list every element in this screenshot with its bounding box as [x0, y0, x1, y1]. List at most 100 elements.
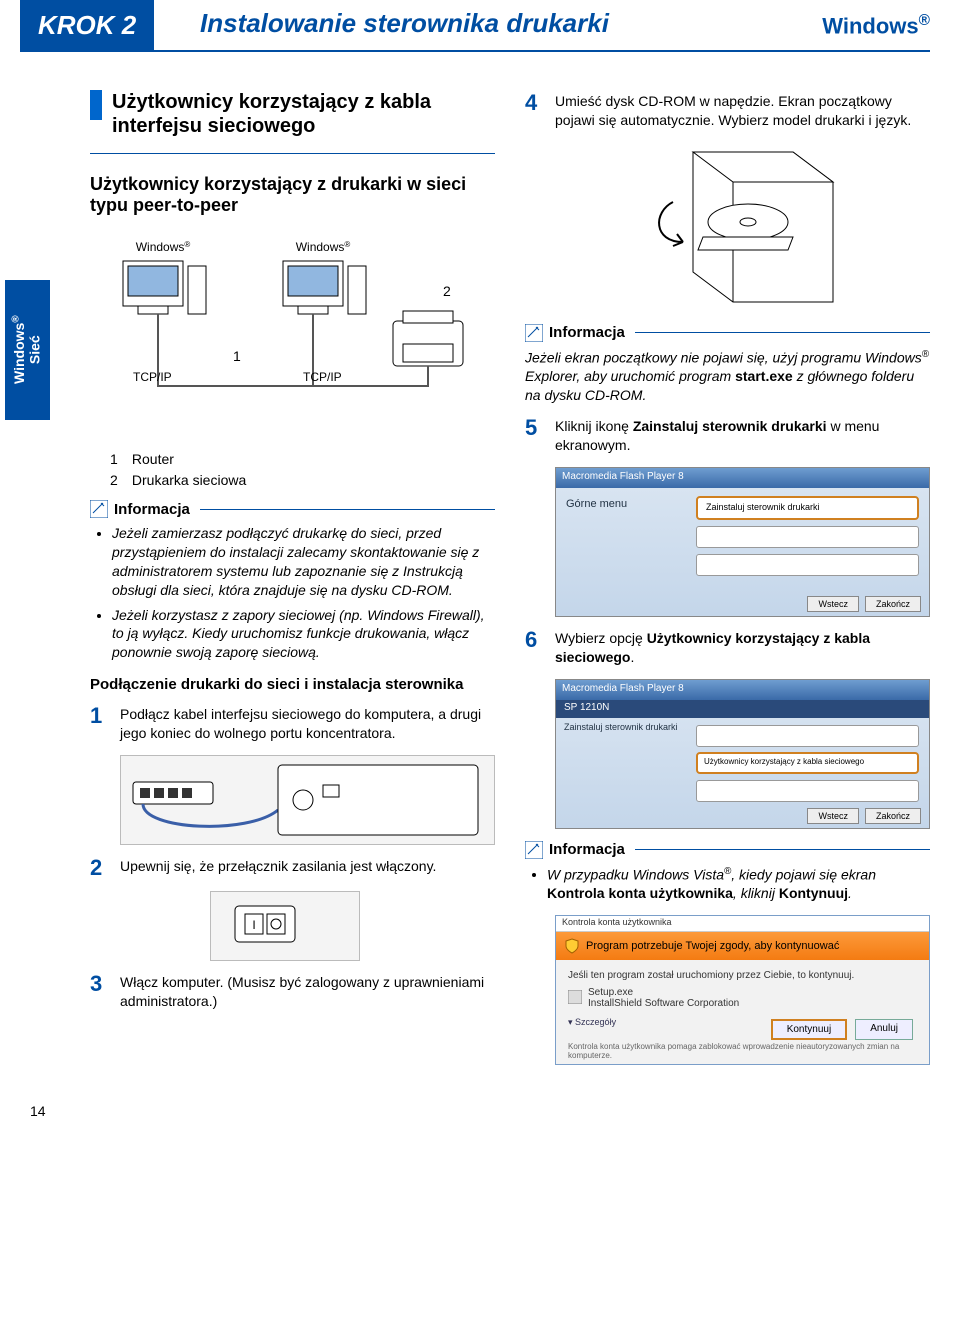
uac-line2: Jeśli ten program został uruchomiony prz…: [568, 970, 917, 981]
legend-item-1: 1 Router: [110, 451, 495, 467]
step-2: 2 Upewnij się, że przełącznik zasilania …: [90, 857, 495, 879]
uac-dialog: Kontrola konta użytkownika Program potrz…: [555, 915, 930, 1065]
legend-item-2: 2 Drukarka sieciowa: [110, 472, 495, 488]
step-2-num: 2: [90, 857, 120, 879]
ss1-menu-heading: Górne menu: [566, 498, 627, 510]
uac-msg: Program potrzebuje Twojej zgody, aby kon…: [586, 940, 839, 952]
step-6: 6 Wybierz opcję Użytkownicy korzystający…: [525, 629, 930, 667]
section-bullet-icon: [90, 90, 102, 120]
uac-cancel-button[interactable]: Anuluj: [855, 1019, 913, 1040]
os-text: Windows: [822, 13, 918, 38]
info2-b: Explorer, aby uruchomić program: [525, 368, 735, 384]
step-5: 5 Kliknij ikonę Zainstaluj sterownik dru…: [525, 417, 930, 455]
step-4-num: 4: [525, 92, 555, 130]
step-badge: KROK 2: [20, 0, 154, 51]
info3-bullet: W przypadku Windows Vista®, kiedy pojawi…: [547, 865, 926, 903]
section-header-row: Użytkownicy korzystający z kabla interfe…: [90, 90, 495, 138]
page-number: 14: [30, 1103, 930, 1119]
step-1-num: 1: [90, 705, 120, 743]
info3-rule: [635, 849, 930, 850]
note-icon: [90, 500, 108, 518]
step-4-text: Umieść dysk CD-ROM w napędzie. Ekran poc…: [555, 92, 930, 130]
divider: [90, 153, 495, 154]
info2-title: Informacja: [549, 324, 625, 341]
info1-bullet2: Jeżeli korzystasz z zapory sieciowej (np…: [112, 606, 491, 663]
side-tab-line1: Windows: [11, 323, 27, 384]
info3-d: .: [848, 885, 852, 901]
uac-app2: InstallShield Software Corporation: [588, 998, 739, 1009]
svg-text:TCP/IP: TCP/IP: [303, 370, 342, 384]
page-header: KROK 2 Instalowanie sterownika drukarki …: [90, 0, 930, 60]
right-column: 4 Umieść dysk CD-ROM w napędzie. Ekran p…: [525, 80, 930, 1073]
left-column: Użytkownicy korzystający z kabla interfe…: [90, 80, 495, 1073]
ss1-install-option[interactable]: Zainstaluj sterownik drukarki: [696, 496, 919, 520]
power-switch-illustration: I: [210, 891, 360, 961]
svg-text:TCP/IP: TCP/IP: [133, 370, 172, 384]
setup-icon: [568, 990, 582, 1007]
info-box-2: Informacja Jeżeli ekran początkowy nie p…: [525, 324, 930, 405]
side-tab-line2: Sieć: [27, 336, 43, 365]
legend-num-1: 1: [110, 451, 128, 467]
info3-c: , kliknij: [733, 885, 779, 901]
header-os-label: Windows®: [822, 12, 930, 39]
step-2-text: Upewnij się, że przełącznik zasilania je…: [120, 857, 436, 879]
legend-text-2: Drukarka sieciowa: [132, 472, 246, 488]
svg-text:2: 2: [443, 283, 451, 299]
s6-b: .: [630, 649, 634, 665]
svg-text:1: 1: [233, 348, 241, 364]
info2-a: Jeżeli ekran początkowy nie pojawi się, …: [525, 349, 922, 365]
info1-rule: [200, 509, 495, 510]
step-1: 1 Podłącz kabel interfejsu sieciowego do…: [90, 705, 495, 743]
network-diagram: Windows® Windows® 2: [90, 231, 495, 441]
os-reg: ®: [919, 12, 930, 29]
note-icon: [525, 841, 543, 859]
info3-bold1: Kontrola konta użytkownika: [547, 885, 733, 901]
uac-footer: Kontrola konta użytkownika pomaga zablok…: [568, 1042, 917, 1060]
info2-bold1: start.exe: [735, 368, 793, 384]
ss1-titlebar: Macromedia Flash Player 8: [556, 468, 929, 488]
step-3-num: 3: [90, 973, 120, 1011]
ss1-back-button[interactable]: Wstecz: [807, 596, 859, 612]
info2-body: Jeżeli ekran początkowy nie pojawi się, …: [525, 348, 930, 405]
svg-text:I: I: [252, 918, 255, 932]
info3-a: W przypadku Windows Vista: [547, 866, 724, 882]
header-rule: [20, 50, 930, 52]
subsection-title: Użytkownicy korzystający z drukarki w si…: [90, 174, 495, 216]
section-title: Użytkownicy korzystający z kabla interfe…: [112, 90, 495, 138]
info1-bullet1: Jeżeli zamierzasz podłączyć drukarkę do …: [112, 524, 491, 600]
info2-rule: [635, 332, 930, 333]
hub-printer-illustration: [120, 755, 495, 845]
s5-a: Kliknij ikonę: [555, 418, 633, 434]
ss2-back-button[interactable]: Wstecz: [807, 808, 859, 824]
uac-banner: Program potrzebuje Twojej zgody, aby kon…: [556, 932, 929, 960]
step-5-text: Kliknij ikonę Zainstaluj sterownik druka…: [555, 417, 930, 455]
side-tab: Windows® Sieć: [5, 280, 50, 420]
info3-bold2: Kontynuuj: [779, 885, 848, 901]
step-4: 4 Umieść dysk CD-ROM w napędzie. Ekran p…: [525, 92, 930, 130]
info3-title: Informacja: [549, 841, 625, 858]
svg-text:Windows®: Windows®: [135, 240, 190, 254]
connect-section-title: Podłączenie drukarki do sieci i instalac…: [90, 676, 495, 693]
shield-icon: [564, 938, 580, 954]
step-3-text: Włącz komputer. (Musisz być zalogowany z…: [120, 973, 495, 1011]
uac-continue-button[interactable]: Kontynuuj: [771, 1019, 847, 1040]
ss2-close-button[interactable]: Zakończ: [865, 808, 921, 824]
ss2-sub: Zainstaluj sterownik drukarki: [564, 722, 678, 732]
step-6-num: 6: [525, 629, 555, 667]
ss2-model-heading: SP 1210N: [556, 700, 929, 718]
info-box-3: Informacja W przypadku Windows Vista®, k…: [525, 841, 930, 903]
uac-window-title: Kontrola konta użytkownika: [556, 916, 929, 932]
screenshot-main-menu: Macromedia Flash Player 8 Górne menu Zai…: [555, 467, 930, 617]
uac-details-label: Szczegóły: [575, 1017, 616, 1027]
info2-reg: ®: [922, 349, 929, 360]
info1-title: Informacja: [114, 501, 190, 518]
ss2-network-option[interactable]: Użytkownicy korzystający z kabla sieciow…: [696, 752, 919, 774]
side-tab-reg: ®: [11, 316, 22, 323]
s5-bold: Zainstaluj sterownik drukarki: [633, 418, 827, 434]
info3-b: , kiedy pojawi się ekran: [731, 866, 876, 882]
ss1-close-button[interactable]: Zakończ: [865, 596, 921, 612]
step-6-text: Wybierz opcję Użytkownicy korzystający z…: [555, 629, 930, 667]
s6-a: Wybierz opcję: [555, 630, 647, 646]
ss2-titlebar: Macromedia Flash Player 8: [556, 680, 929, 700]
uac-app1: Setup.exe: [588, 987, 739, 998]
